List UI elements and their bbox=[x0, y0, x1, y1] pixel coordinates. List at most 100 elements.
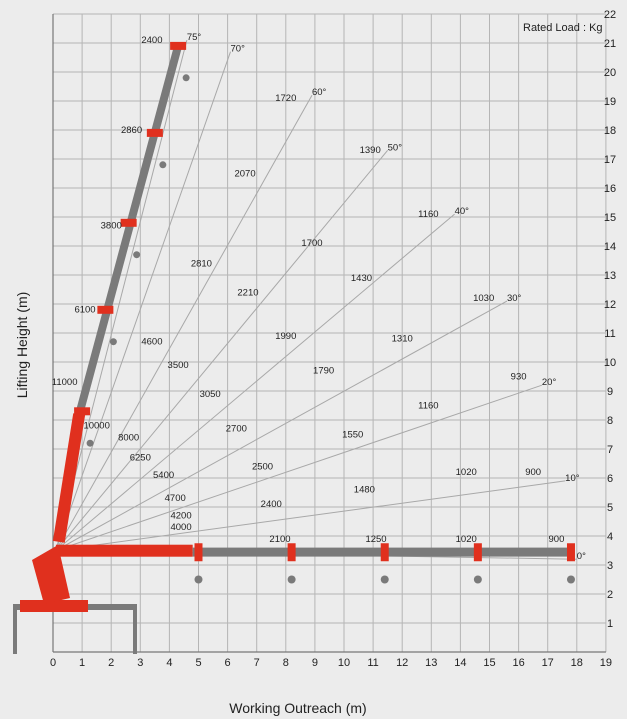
hook-block bbox=[182, 74, 190, 82]
capacity-label: 3800 bbox=[101, 221, 122, 232]
angle-label: 30° bbox=[507, 293, 522, 304]
y-tick-label: 7 bbox=[607, 444, 613, 456]
y-tick-label: 12 bbox=[604, 299, 616, 311]
angle-label: 0° bbox=[577, 551, 586, 562]
boom-angle-line bbox=[55, 39, 188, 551]
y-tick-label: 15 bbox=[604, 212, 616, 224]
x-tick-label: 10 bbox=[338, 657, 350, 669]
y-tick-label: 3 bbox=[607, 560, 613, 572]
crane-column bbox=[32, 545, 70, 604]
boom-extension bbox=[75, 44, 182, 416]
boom-head bbox=[120, 218, 137, 227]
capacity-label: 1480 bbox=[354, 485, 375, 496]
capacity-label: 900 bbox=[525, 467, 541, 478]
y-tick-label: 20 bbox=[604, 67, 616, 79]
y-tick-label: 19 bbox=[604, 96, 616, 108]
x-tick-label: 1 bbox=[79, 657, 85, 669]
y-tick-label: 9 bbox=[607, 386, 613, 398]
capacity-label: 4000 bbox=[170, 522, 191, 533]
capacity-label: 1430 bbox=[351, 273, 372, 284]
x-axis-ticks: 0 1 2 3 4 5 6 7 8 9 10 11 12 13 14 15 16 17 18 19 bbox=[50, 657, 612, 669]
boom-head bbox=[74, 407, 91, 416]
capacity-label: 8000 bbox=[118, 432, 139, 443]
rated-load-note: Rated Load : Kg bbox=[523, 22, 603, 34]
hook-block bbox=[194, 575, 203, 584]
boom-angle-line bbox=[55, 384, 543, 551]
hook-block bbox=[566, 575, 575, 584]
boom-head bbox=[380, 543, 389, 562]
y-tick-label: 13 bbox=[604, 270, 616, 282]
capacity-label: 1020 bbox=[456, 534, 477, 545]
x-tick-label: 8 bbox=[283, 657, 289, 669]
capacity-label: 1030 bbox=[473, 293, 494, 304]
y-tick-label: 21 bbox=[604, 38, 616, 50]
angle-label: 60° bbox=[312, 87, 327, 98]
capacity-label: 1310 bbox=[392, 334, 413, 345]
angle-label: 20° bbox=[542, 377, 557, 388]
angle-labels: 75° 70° 60° 50° 40° 30° 20° 10° 0° bbox=[187, 32, 586, 562]
x-tick-label: 5 bbox=[195, 657, 201, 669]
capacity-label: 11000 bbox=[52, 377, 78, 388]
boom-head bbox=[566, 543, 575, 562]
y-axis-title: Lifting Height (m) bbox=[14, 292, 30, 399]
capacity-label: 900 bbox=[549, 534, 565, 545]
x-tick-label: 11 bbox=[367, 657, 378, 669]
capacity-label: 2070 bbox=[234, 168, 255, 179]
capacity-label: 2700 bbox=[226, 424, 247, 435]
boom-angle-line bbox=[55, 480, 566, 551]
boom-angle-line bbox=[55, 300, 508, 551]
capacity-label: 2860 bbox=[121, 125, 142, 136]
x-tick-label: 18 bbox=[571, 657, 583, 669]
hook-block bbox=[109, 338, 117, 346]
x-axis-title: Working Outreach (m) bbox=[229, 700, 366, 716]
boom-head bbox=[97, 305, 114, 314]
y-tick-label: 17 bbox=[604, 154, 616, 166]
boom-angle-line bbox=[55, 149, 389, 551]
y-tick-label: 16 bbox=[604, 183, 616, 195]
x-tick-label: 3 bbox=[137, 657, 143, 669]
y-tick-label: 1 bbox=[607, 618, 613, 630]
capacity-label: 1550 bbox=[342, 429, 363, 440]
hook-block bbox=[473, 575, 482, 584]
y-tick-label: 14 bbox=[604, 241, 616, 253]
y-tick-label: 10 bbox=[604, 357, 616, 369]
capacity-label: 2400 bbox=[261, 499, 282, 510]
capacity-label: 1990 bbox=[275, 331, 296, 342]
y-tick-label: 8 bbox=[607, 415, 613, 427]
y-tick-label: 5 bbox=[607, 502, 613, 514]
capacity-label: 1720 bbox=[275, 93, 296, 104]
x-tick-label: 2 bbox=[108, 657, 114, 669]
capacity-label: 2210 bbox=[237, 287, 258, 298]
angle-label: 75° bbox=[187, 32, 202, 43]
y-tick-label: 11 bbox=[604, 328, 615, 340]
boom-head bbox=[473, 543, 482, 562]
capacity-label: 2400 bbox=[141, 35, 162, 46]
crane-outrigger-right bbox=[133, 604, 137, 654]
y-tick-label: 6 bbox=[607, 473, 613, 485]
capacity-label: 10000 bbox=[83, 421, 109, 432]
boom-head bbox=[194, 543, 203, 562]
capacity-label: 6100 bbox=[74, 305, 95, 316]
angle-label: 10° bbox=[565, 473, 580, 484]
x-tick-label: 14 bbox=[454, 657, 466, 669]
x-tick-label: 12 bbox=[396, 657, 408, 669]
capacity-label: 6250 bbox=[130, 453, 151, 464]
capacity-label: 1790 bbox=[313, 366, 334, 377]
capacity-label: 4200 bbox=[170, 511, 191, 522]
crane-base bbox=[20, 600, 88, 612]
y-tick-label: 18 bbox=[604, 125, 616, 137]
y-tick-label: 22 bbox=[604, 9, 616, 21]
capacity-label: 4700 bbox=[165, 493, 186, 504]
capacity-label: 5400 bbox=[153, 470, 174, 481]
boom-head bbox=[287, 543, 296, 562]
x-tick-label: 9 bbox=[312, 657, 318, 669]
x-tick-label: 19 bbox=[600, 657, 612, 669]
angle-label: 70° bbox=[231, 44, 246, 55]
capacity-label: 2810 bbox=[191, 258, 212, 269]
hook-block bbox=[86, 439, 94, 447]
x-tick-label: 15 bbox=[483, 657, 495, 669]
boom-horizontal-base bbox=[55, 544, 193, 557]
x-tick-label: 13 bbox=[425, 657, 437, 669]
